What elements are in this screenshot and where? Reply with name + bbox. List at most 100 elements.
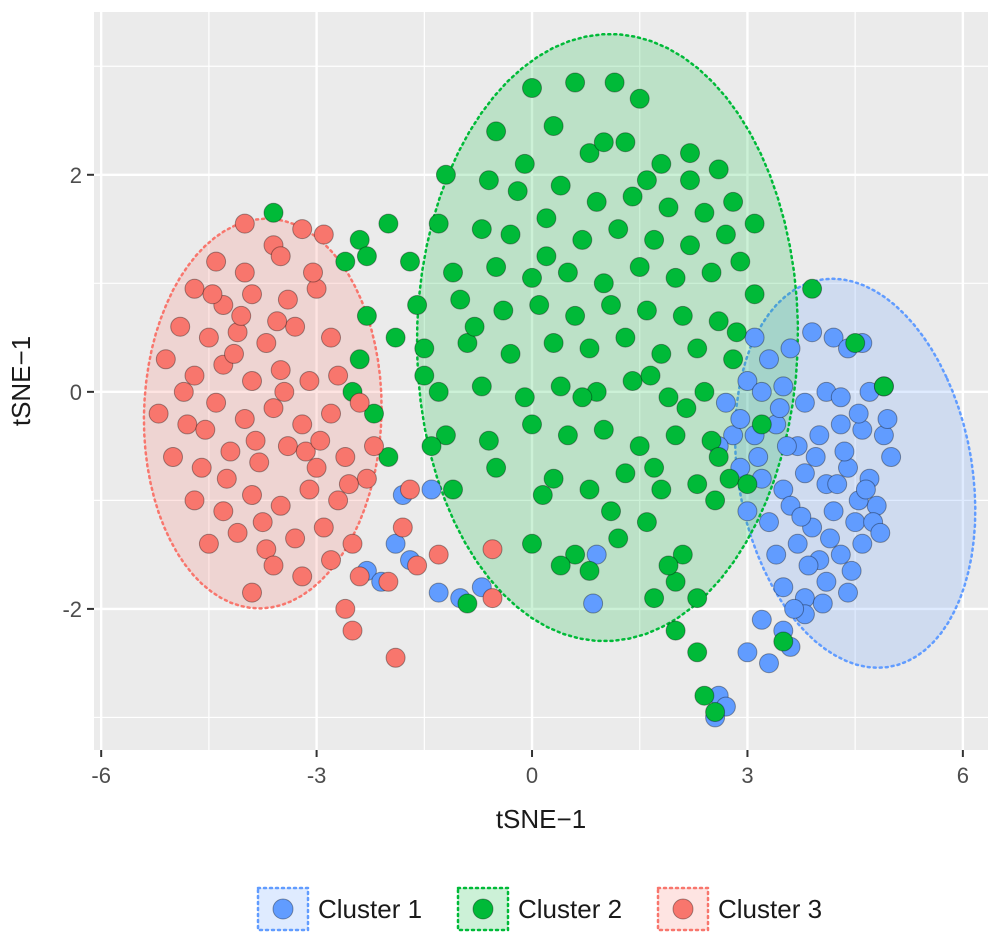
point-cluster-3 xyxy=(306,278,327,299)
point-cluster-3 xyxy=(306,457,327,478)
point-cluster-2 xyxy=(615,327,636,348)
point-cluster-2 xyxy=(622,186,643,207)
x-tick-label: 3 xyxy=(741,763,753,788)
point-cluster-3 xyxy=(234,262,255,283)
point-cluster-3 xyxy=(364,436,384,457)
point-cluster-3 xyxy=(392,517,413,538)
point-cluster-1 xyxy=(873,425,894,446)
point-cluster-3 xyxy=(274,381,295,402)
data-points xyxy=(148,72,902,728)
point-cluster-2 xyxy=(651,479,672,500)
point-cluster-2 xyxy=(629,257,650,277)
point-cluster-2 xyxy=(550,376,571,397)
point-cluster-1 xyxy=(583,593,604,614)
point-cluster-2 xyxy=(593,273,614,294)
point-cluster-2 xyxy=(744,284,765,305)
point-cluster-2 xyxy=(601,295,621,315)
point-cluster-2 xyxy=(478,430,499,451)
point-cluster-2 xyxy=(356,246,377,267)
point-cluster-3 xyxy=(242,485,262,505)
point-cluster-2 xyxy=(672,305,693,326)
point-cluster-2 xyxy=(536,246,557,267)
point-cluster-3 xyxy=(267,311,288,332)
point-cluster-1 xyxy=(794,463,815,484)
point-cluster-2 xyxy=(486,257,507,277)
point-cluster-2 xyxy=(651,343,672,364)
point-cluster-2 xyxy=(629,88,650,109)
point-cluster-1 xyxy=(773,479,794,500)
point-cluster-2 xyxy=(615,132,636,153)
point-cluster-2 xyxy=(694,685,715,706)
point-cluster-3 xyxy=(385,647,406,668)
point-cluster-2 xyxy=(737,474,758,495)
point-cluster-3 xyxy=(163,447,183,467)
point-cluster-3 xyxy=(270,246,291,267)
point-cluster-2 xyxy=(572,387,593,408)
point-cluster-2 xyxy=(672,544,693,565)
point-cluster-1 xyxy=(780,338,801,359)
point-cluster-1 xyxy=(838,582,858,603)
point-cluster-1 xyxy=(759,512,779,533)
point-cluster-2 xyxy=(543,468,564,489)
point-cluster-2 xyxy=(514,153,535,174)
point-cluster-3 xyxy=(303,262,323,283)
point-cluster-2 xyxy=(522,78,542,98)
point-cluster-2 xyxy=(629,436,650,457)
point-cluster-1 xyxy=(848,403,869,424)
point-cluster-3 xyxy=(285,528,306,549)
point-cluster-2 xyxy=(694,381,715,402)
point-cluster-2 xyxy=(565,72,586,93)
axes: -6 -3 0 3 6 -2 0 2 xyxy=(62,163,969,788)
point-cluster-2 xyxy=(665,571,686,592)
point-cluster-1 xyxy=(737,642,758,663)
point-cluster-1 xyxy=(881,447,902,467)
point-cluster-2 xyxy=(349,229,370,250)
point-cluster-1 xyxy=(798,555,819,576)
point-cluster-2 xyxy=(349,349,370,370)
point-cluster-3 xyxy=(299,371,320,391)
point-cluster-2 xyxy=(708,311,729,332)
point-cluster-3 xyxy=(213,501,234,522)
point-cluster-2 xyxy=(450,289,471,310)
x-axis-title: tSNE−1 xyxy=(496,804,586,834)
point-cluster-2 xyxy=(658,387,679,408)
point-cluster-2 xyxy=(665,425,686,446)
point-cluster-2 xyxy=(723,191,744,212)
legend-label: Cluster 2 xyxy=(518,894,622,924)
point-cluster-1 xyxy=(823,327,844,348)
point-cluster-2 xyxy=(536,208,557,229)
point-cluster-1 xyxy=(802,322,823,343)
point-cluster-1 xyxy=(823,501,844,522)
point-cluster-3 xyxy=(170,316,191,337)
point-cluster-2 xyxy=(701,430,722,451)
legend-key-dot xyxy=(672,898,694,920)
point-cluster-3 xyxy=(155,349,176,370)
point-cluster-2 xyxy=(529,295,550,315)
point-cluster-3 xyxy=(349,566,370,587)
point-cluster-2 xyxy=(680,235,700,256)
point-cluster-1 xyxy=(428,582,449,603)
point-cluster-1 xyxy=(791,506,812,527)
point-cluster-3 xyxy=(220,441,241,462)
x-tick-label: -3 xyxy=(307,763,327,788)
point-cluster-1 xyxy=(830,414,851,435)
point-cluster-2 xyxy=(705,490,726,511)
point-cluster-1 xyxy=(816,571,837,592)
point-cluster-1 xyxy=(773,376,794,397)
point-cluster-1 xyxy=(866,495,887,516)
point-cluster-3 xyxy=(292,566,313,587)
point-cluster-3 xyxy=(227,322,248,343)
point-cluster-3 xyxy=(428,544,449,565)
y-tick-label: 2 xyxy=(70,163,82,188)
point-cluster-2 xyxy=(744,213,765,234)
point-cluster-1 xyxy=(805,447,826,467)
point-cluster-3 xyxy=(285,316,306,337)
point-cluster-3 xyxy=(206,251,227,272)
point-cluster-2 xyxy=(701,262,722,283)
legend-key-dot xyxy=(272,898,294,920)
point-cluster-1 xyxy=(766,544,787,565)
point-cluster-3 xyxy=(234,409,255,429)
point-cluster-2 xyxy=(557,425,578,446)
point-cluster-3 xyxy=(148,403,169,424)
